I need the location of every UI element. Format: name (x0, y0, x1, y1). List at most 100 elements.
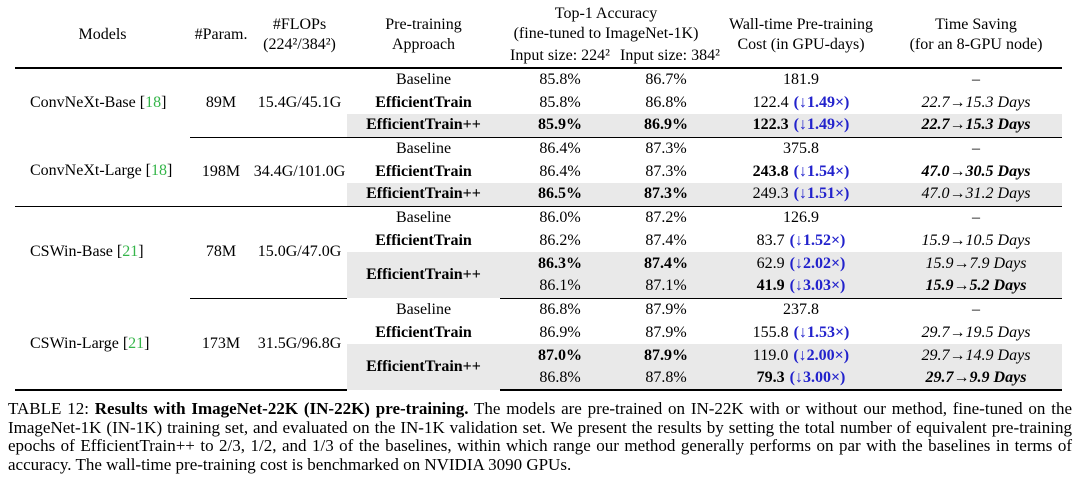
table-header: Models #Param. #FLOPs (224²/384²) Pre-tr… (15, 3, 1062, 69)
model-name: CSWin-Base (30, 243, 113, 261)
cost-value: 83.7 (756, 231, 785, 249)
header-accuracy-group: Top-1 Accuracy (fine-tuned to ImageNet-1… (500, 3, 712, 45)
cost-cell: 41.9 (↓3.03×) (712, 275, 890, 299)
approach-cell: EfficientTrain++ (347, 252, 500, 298)
cost-cell: 243.8 (↓1.54×) (712, 160, 890, 183)
table-row: EfficientTrain 86.9% 87.9% 155.8 (↓1.53×)… (15, 321, 1062, 344)
acc224-cell: 87.0% (500, 344, 620, 367)
acc224-cell: 86.2% (539, 231, 581, 249)
cost-note: (↓1.52×) (789, 231, 846, 249)
approach-cell: Baseline (395, 300, 452, 318)
acc384-cell: 87.2% (645, 208, 687, 226)
citation: [21] (123, 335, 150, 352)
citation-link[interactable]: 21 (128, 334, 145, 352)
citation: [18] (140, 94, 167, 111)
cost-cell: 181.9 (712, 68, 890, 91)
approach-cell: Baseline (395, 208, 452, 226)
params-cell: 198M (190, 137, 252, 207)
acc224-cell: 86.3% (500, 252, 620, 275)
header-models: Models (15, 3, 190, 69)
models-cell: ConvNeXt-Large [18] (15, 137, 190, 207)
citation: [18] (146, 162, 173, 179)
flops-cell: 15.4G/45.1G (252, 68, 347, 138)
cost-value: 243.8 (752, 162, 789, 180)
caption-prefix: TABLE 12: (8, 399, 95, 418)
approach-cell: EfficientTrain++ (347, 183, 500, 207)
cost-cell: 249.3 (↓1.51×) (712, 183, 890, 207)
bracket: ] (138, 243, 144, 261)
caption-body: The models are pre-trained on IN-22K wit… (8, 399, 1072, 474)
citation-link[interactable]: 18 (145, 94, 162, 111)
cost-cell: 122.4 (↓1.49×) (712, 91, 890, 114)
acc224-cell: 85.8% (539, 93, 581, 111)
table-row: EfficientTrain++ 85.9% 86.9% 122.3 (↓1.49… (15, 114, 1062, 138)
citation: [21] (117, 243, 144, 260)
cost-cell: 237.8 (712, 298, 890, 321)
header-row-1: Models #Param. #FLOPs (224²/384²) Pre-tr… (15, 3, 1062, 69)
results-table: Models #Param. #FLOPs (224²/384²) Pre-tr… (15, 3, 1062, 391)
cost-value: 79.3 (756, 369, 785, 386)
acc384-cell: 87.3% (620, 183, 712, 207)
saving-cell: 29.7→19.5 Days (921, 323, 1031, 341)
cost-note: (↓1.54×) (793, 162, 850, 180)
approach-cell: EfficientTrain (375, 231, 472, 249)
saving-cell: 15.9→7.9 Days (890, 252, 1062, 275)
table-row: CSWin-Large [21] 173M 31.5G/96.8G Baseli… (15, 298, 1062, 391)
model-name: CSWin-Large (30, 334, 119, 352)
cost-cell: 375.8 (712, 137, 890, 160)
saving-cell: 22.7→15.3 Days (890, 114, 1062, 138)
cost-note: (↓1.51×) (793, 185, 850, 203)
approach-cell: Baseline (395, 139, 452, 157)
acc384-cell: 87.1% (620, 275, 712, 299)
acc224-cell: 86.4% (539, 162, 581, 180)
cost-value: 155.8 (752, 323, 789, 341)
acc224-cell: 86.8% (500, 367, 620, 391)
params-cell: 78M (190, 206, 252, 299)
acc224-cell: 85.9% (500, 114, 620, 138)
cost-cell: 122.3 (↓1.49×) (712, 114, 890, 138)
table-row: EfficientTrain++ 86.5% 87.3% 249.3 (↓1.51… (15, 183, 1062, 207)
table-row: 86.8% 87.8% 79.3 (↓3.00×) 29.7→9.9 Days (15, 367, 1062, 391)
header-saving: Time Saving (for an 8-GPU node) (890, 3, 1062, 69)
table-caption: TABLE 12: Results with ImageNet-22K (IN-… (8, 399, 1072, 474)
acc384-cell: 86.7% (645, 71, 687, 88)
citation-link[interactable]: 18 (151, 162, 167, 180)
header-approach: Pre-training Approach (347, 3, 500, 69)
citation-link[interactable]: 21 (122, 243, 139, 261)
model-name: ConvNeXt-Base (30, 94, 136, 111)
cost-value: 119.0 (752, 346, 789, 364)
table-row: EfficientTrain++ 87.0% 87.9% 119.0 (↓2.00… (15, 344, 1062, 390)
approach-cell: EfficientTrain (375, 93, 472, 111)
header-accuracy-line2: (fine-tuned to ImageNet-1K) (513, 25, 699, 42)
table-container: Models #Param. #FLOPs (224²/384²) Pre-tr… (15, 3, 1062, 391)
acc384-cell: 86.9% (620, 114, 712, 138)
cost-note: (↓1.49×) (793, 93, 850, 111)
bracket: ] (161, 94, 167, 111)
bracket: ] (167, 162, 173, 180)
cost-value: 375.8 (783, 139, 819, 157)
header-input-384: Input size: 384² (620, 45, 720, 69)
acc224-cell: 86.0% (539, 208, 581, 226)
header-approach-line2: Approach (391, 36, 456, 53)
cost-note: (↓2.02×) (789, 254, 846, 272)
cost-note: (↓1.53×) (793, 323, 850, 341)
cost-cell: 126.9 (712, 206, 890, 229)
params-cell: 89M (190, 68, 252, 138)
cost-note: (↓1.49×) (793, 116, 850, 134)
block-cswin-base: CSWin-Base [21] 78M 15.0G/47.0G Baseline… (15, 206, 1062, 299)
saving-cell: 29.7→14.9 Days (890, 344, 1062, 367)
header-params: #Param. (190, 3, 252, 69)
cost-value: 62.9 (756, 254, 785, 272)
acc384-cell: 87.4% (620, 252, 712, 275)
cost-note: (↓3.00×) (789, 369, 846, 386)
bracket: ] (144, 334, 150, 352)
cost-cell: 119.0 (↓2.00×) (712, 344, 890, 367)
table-row: ConvNeXt-Base [18] 89M 15.4G/45.1G Basel… (15, 68, 1062, 138)
table-row: EfficientTrain 85.8% 86.8% 122.4 (↓1.49×)… (15, 91, 1062, 114)
approach-cell: EfficientTrain (375, 323, 472, 341)
cost-note: (↓2.00×) (793, 346, 850, 364)
acc224-cell: 86.1% (500, 275, 620, 299)
saving-cell: – (972, 300, 980, 318)
cost-cell: 155.8 (↓1.53×) (712, 321, 890, 344)
model-name: ConvNeXt-Large (30, 162, 142, 180)
